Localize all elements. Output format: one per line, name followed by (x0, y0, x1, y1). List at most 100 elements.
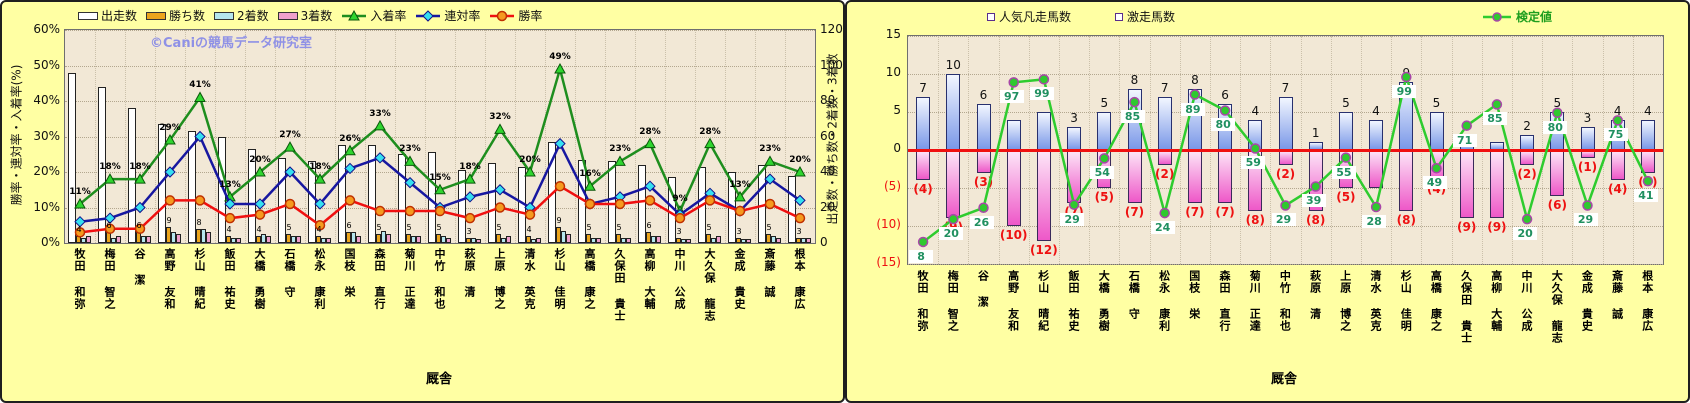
legend-label-hanso: 人気凡走馬数 (999, 10, 1072, 24)
hanso-count-label: 7 (919, 80, 927, 95)
bar-3着数 (476, 239, 481, 243)
left-x-axis-title: 厩舎 (425, 372, 452, 387)
gridline-v (665, 30, 666, 243)
bar-3着数 (356, 235, 361, 243)
bar-3着数 (116, 235, 121, 243)
placing-rate-label: 26% (339, 133, 361, 144)
circle-marker (404, 205, 416, 217)
trainer-name: 谷 潔 (976, 270, 990, 308)
bar-勝ち数 (496, 234, 501, 243)
placing-rate-label: 28% (639, 126, 661, 137)
diamond-marker (464, 191, 476, 203)
placing-rate-label: 15% (429, 172, 451, 183)
bar-勝ち数 (166, 227, 171, 243)
circle-marker (704, 195, 716, 206)
bar-3着数 (656, 235, 661, 243)
gridline-v (245, 30, 246, 243)
triangle-marker (194, 91, 206, 102)
gekiso-count-label: (5) (1336, 190, 1356, 204)
legend-label-勝率: 勝率 (518, 9, 543, 23)
circle-marker (1008, 77, 1019, 88)
gekiso-count-label: (2) (1517, 167, 1537, 182)
y-tick-right: 60 (820, 128, 836, 143)
trainer-name: 中川 公成 (673, 248, 686, 310)
circle-marker (1612, 115, 1623, 126)
left-chart-legend: 出走数 勝ち数 2着数 3着数 入着率 連対率 勝率 (78, 7, 542, 24)
legend-item-kentei: 検定値 (1482, 8, 1552, 25)
triangle-marker (284, 141, 296, 152)
trainer-name: 牧田 和弥 (73, 248, 86, 310)
hanso-count-label: 7 (1160, 80, 1169, 95)
circle-marker (494, 202, 506, 213)
placing-rate-label: 23% (609, 144, 631, 155)
kentei-value-label: 39 (1301, 194, 1326, 208)
bar-3着数 (176, 234, 181, 243)
kentei-value-label: 8 (909, 249, 934, 263)
gekiso-count-label: (2) (1155, 167, 1175, 182)
circle-marker (1431, 162, 1442, 174)
gekiso-count-label: (1) (1577, 159, 1598, 174)
y-tick: (15) (876, 255, 901, 269)
trainer-name: 梅田 智之 (103, 248, 116, 310)
bar-勝ち数 (226, 235, 231, 243)
bar-3着数 (716, 235, 721, 243)
kentei-value-label: 28 (1362, 215, 1387, 228)
diamond-marker (422, 9, 435, 22)
legend-label-3着数: 3着数 (300, 9, 333, 23)
bar-2着数 (531, 239, 536, 243)
kentei-value-label: 41 (1633, 189, 1658, 203)
bar-出走数 (788, 175, 796, 243)
bar-3着数 (626, 237, 631, 243)
legend-item-入着率: 入着率 (341, 7, 406, 24)
placing-rate-label: 27% (279, 130, 301, 141)
kentei-value-label: 89 (1180, 102, 1205, 116)
gridline-h (908, 36, 1663, 37)
wins-count-label: 6 (136, 221, 142, 231)
circle-marker (644, 195, 656, 206)
trainer-name: 国枝 栄 (1187, 270, 1201, 320)
trainer-name: 梅田 智之 (946, 270, 960, 332)
bar-出走数 (308, 161, 316, 243)
trainer-name: 高野 友和 (1006, 270, 1020, 332)
bar-3着数 (746, 239, 751, 243)
bar-2着数 (621, 237, 626, 243)
placing-rate-label: 13% (729, 179, 751, 190)
bar-出走数 (278, 157, 286, 243)
diamond-marker (404, 176, 416, 189)
placing-rate-label: 9% (672, 194, 688, 205)
bar-勝ち数 (646, 232, 651, 243)
bar-出走数 (98, 86, 106, 243)
bar-2着数 (231, 237, 236, 243)
hanso-count-label: 3 (1583, 111, 1592, 126)
trainer-name: 国枝 栄 (343, 248, 356, 298)
circle-marker (224, 212, 236, 224)
circle-marker (948, 213, 959, 225)
circle-marker (1461, 120, 1472, 131)
wins-count-label: 6 (346, 221, 352, 231)
circle-marker (1552, 107, 1563, 119)
bar-勝ち数 (706, 234, 711, 243)
gridline-h (65, 136, 815, 138)
bar-勝ち数 (586, 234, 591, 243)
circle-marker (764, 198, 776, 210)
triangle-marker (434, 183, 446, 195)
placing-rate-label: 11% (69, 186, 91, 197)
left-lines-layer (74, 63, 806, 238)
triangle-marker (734, 190, 746, 202)
placing-rate-label: 20% (789, 155, 811, 165)
勝ち数-swatch (146, 11, 167, 20)
triangle-marker (348, 9, 361, 20)
wins-count-label: 3 (736, 226, 742, 236)
circle-marker (1129, 96, 1140, 108)
circle-marker (464, 212, 476, 224)
triangle-marker (104, 173, 116, 184)
bar-2着数 (591, 237, 596, 243)
triangle-marker (764, 155, 776, 166)
y-tick-left: 30% (33, 128, 60, 143)
legend-item-hanso: 人気凡走馬数 (987, 8, 1071, 25)
trainer-name: 松永 康利 (313, 248, 326, 310)
bar-出走数 (188, 131, 196, 243)
bar-出走数 (218, 136, 226, 243)
circle-marker (1310, 181, 1321, 192)
circle-marker (1219, 105, 1231, 116)
